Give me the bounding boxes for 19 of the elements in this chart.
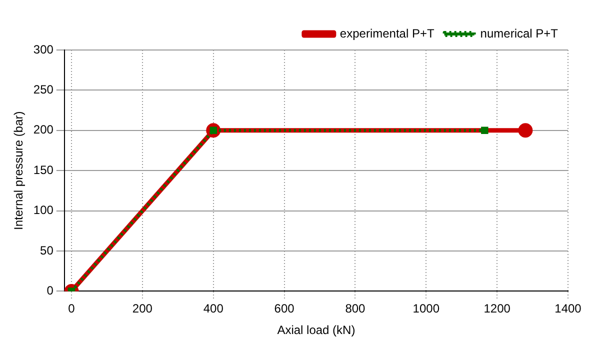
legend-label: experimental P+T (340, 26, 435, 40)
x-tick-label: 1200 (484, 302, 511, 316)
y-tick-label: 200 (33, 122, 54, 137)
x-tick-label: 0 (68, 302, 76, 316)
x-tick-label: 1000 (412, 302, 440, 316)
y-tick-label: 300 (33, 42, 54, 56)
x-tick-label: 400 (203, 302, 224, 316)
y-tick-label: 0 (46, 284, 54, 298)
y-tick-label: 250 (33, 82, 54, 97)
legend-label: numerical P+T (480, 26, 559, 40)
y-tick-label: 50 (40, 243, 54, 258)
x-axis-title: Axial load (kN) (277, 323, 356, 338)
y-tick-label: 150 (33, 162, 54, 177)
y-axis-title: Internal pressure (bar) (12, 111, 26, 230)
x-tick-label: 200 (132, 302, 153, 316)
y-tick-label: 100 (33, 203, 54, 218)
x-tick-label: 1400 (554, 302, 582, 316)
x-tick-label: 600 (274, 302, 295, 316)
x-tick-label: 800 (345, 302, 366, 316)
